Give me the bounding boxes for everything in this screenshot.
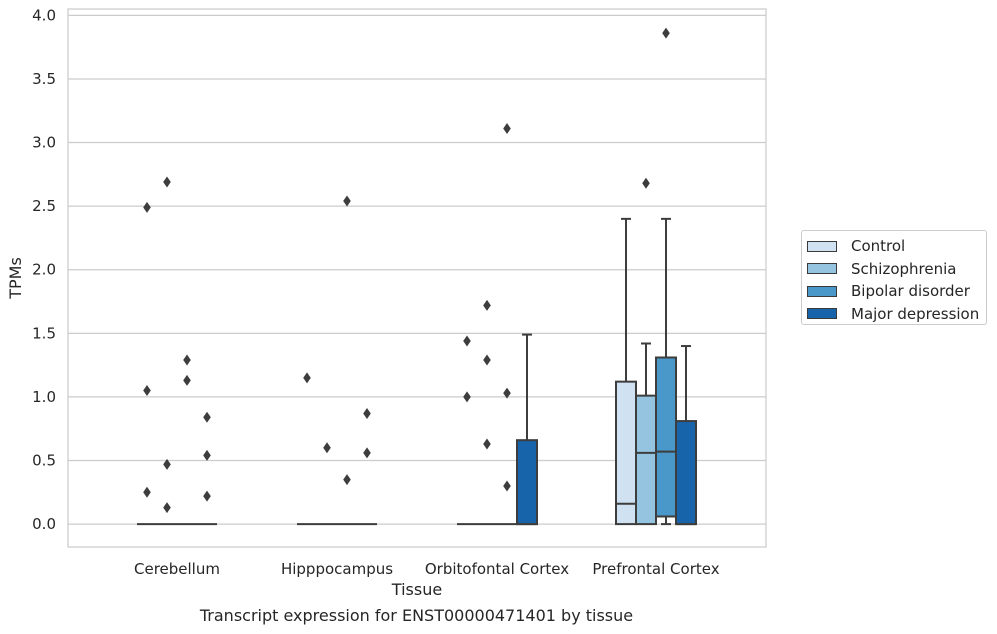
- x-axis-label: Tissue: [391, 580, 442, 599]
- box-bipolar-disorder-cerebellum: [177, 354, 197, 526]
- y-tick-label: 1.5: [32, 324, 56, 342]
- y-tick-label: 2.5: [32, 197, 56, 215]
- outlier-point: [343, 195, 351, 207]
- outlier-point: [503, 387, 511, 399]
- box-major-depression-cerebellum: [197, 411, 217, 526]
- box-iqr: [675, 420, 697, 526]
- legend-label-bipolar-disorder: Bipolar disorder: [851, 282, 970, 301]
- legend-label-control: Control: [851, 237, 906, 256]
- y-tick-labels: 0.0 0.5 1.0 1.5 2.0 2.5 3.0 3.5 4.0: [32, 6, 56, 533]
- box-control-prefrontal-cortex: [615, 217, 637, 526]
- y-tick-label: 3.5: [32, 70, 56, 88]
- outlier-point: [183, 374, 191, 386]
- box-schizophrenia-orbitofontal-cortex: [477, 299, 497, 526]
- outlier-point: [163, 176, 171, 188]
- outlier-point: [183, 354, 191, 366]
- legend-swatch-major-depression: [807, 308, 837, 320]
- x-tick-label-hipppocampus: Hipppocampus: [281, 560, 393, 578]
- plot-frame: [67, 8, 767, 548]
- outlier-point: [483, 299, 491, 311]
- x-tick-labels: Cerebellum Hipppocampus Orbitofontal Corte…: [134, 560, 720, 578]
- box-schizophrenia-prefrontal-cortex: [635, 177, 657, 526]
- box-iqr: [516, 439, 538, 526]
- x-tick-label-orbitofontal-cortex: Orbitofontal Cortex: [425, 560, 569, 578]
- legend-label-major-depression: Major depression: [851, 304, 980, 323]
- legend-item-major-depression: Major depression: [807, 303, 986, 326]
- box-major-depression-hipppocampus: [357, 407, 377, 526]
- outlier-point: [662, 27, 670, 39]
- outlier-point: [483, 354, 491, 366]
- box-bipolar-disorder-hipppocampus: [337, 195, 357, 526]
- outlier-point: [463, 335, 471, 347]
- box-control-orbitofontal-cortex: [457, 335, 477, 526]
- legend-label-schizophrenia: Schizophrenia: [851, 259, 957, 278]
- box-control-cerebellum: [137, 201, 157, 526]
- box-schizophrenia-hipppocampus: [317, 442, 337, 526]
- y-tick-label: 1.0: [32, 388, 56, 406]
- outlier-point: [143, 486, 151, 498]
- outlier-point: [503, 123, 511, 135]
- box-control-hipppocampus: [297, 372, 317, 526]
- legend-item-schizophrenia: Schizophrenia: [807, 258, 986, 281]
- box-bipolar-disorder-prefrontal-cortex: [655, 27, 677, 526]
- outlier-point: [303, 372, 311, 384]
- y-tick-label: 4.0: [32, 6, 56, 24]
- box-schizophrenia-cerebellum: [157, 176, 177, 526]
- outlier-point: [203, 411, 211, 423]
- outlier-point: [323, 442, 331, 454]
- legend-swatch-control: [807, 240, 837, 252]
- figure-caption: Transcript expression for ENST0000047140…: [199, 606, 634, 625]
- box-major-depression-prefrontal-cortex: [675, 345, 697, 526]
- y-axis-label: TPMs: [6, 257, 25, 300]
- outlier-point: [163, 458, 171, 470]
- x-tick-label-prefrontal-cortex: Prefrontal Cortex: [592, 560, 719, 578]
- legend-swatch-schizophrenia: [807, 263, 837, 275]
- y-tick-label: 2.0: [32, 261, 56, 279]
- boxes: [137, 27, 697, 526]
- outlier-point: [363, 407, 371, 419]
- legend-swatch-bipolar-disorder: [807, 285, 837, 297]
- outlier-point: [163, 502, 171, 514]
- x-tick-label-cerebellum: Cerebellum: [134, 560, 220, 578]
- outlier-point: [343, 474, 351, 486]
- grid-lines: [68, 14, 766, 525]
- outlier-point: [483, 438, 491, 450]
- y-tick-label: 0.0: [32, 515, 56, 533]
- box-iqr: [655, 356, 677, 518]
- outlier-point: [363, 447, 371, 459]
- box-major-depression-orbitofontal-cortex: [516, 333, 538, 526]
- y-tick-label: 3.0: [32, 134, 56, 152]
- legend-item-control: Control: [807, 235, 986, 258]
- legend: Control Schizophrenia Bipolar disorder M…: [801, 230, 987, 325]
- box-iqr: [615, 380, 637, 526]
- box-bipolar-disorder-orbitofontal-cortex: [497, 123, 517, 526]
- outlier-point: [463, 391, 471, 403]
- outlier-point: [503, 480, 511, 492]
- y-tick-label: 0.5: [32, 452, 56, 470]
- outlier-point: [143, 385, 151, 397]
- outlier-point: [203, 490, 211, 502]
- box-iqr: [635, 394, 657, 526]
- outlier-point: [203, 449, 211, 461]
- outlier-point: [143, 201, 151, 213]
- outlier-point: [642, 177, 650, 189]
- legend-item-bipolar-disorder: Bipolar disorder: [807, 280, 986, 303]
